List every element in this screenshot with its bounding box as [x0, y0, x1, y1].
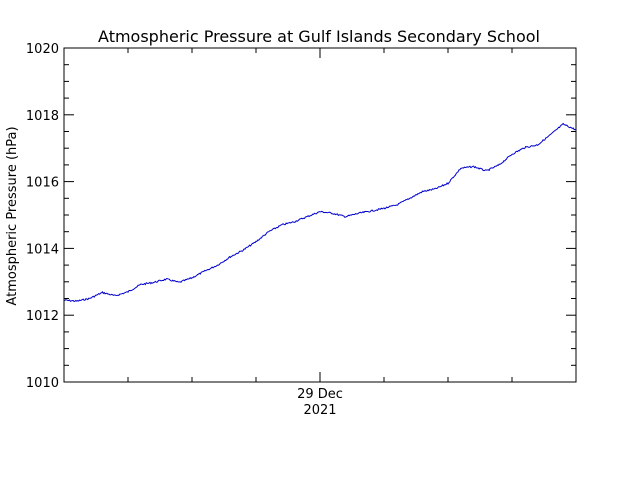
chart-title: Atmospheric Pressure at Gulf Islands Sec… — [98, 27, 540, 46]
y-tick-label: 1014 — [26, 242, 59, 257]
y-tick-label: 1018 — [26, 109, 59, 124]
x-tick-label: 29 Dec — [297, 387, 343, 402]
y-axis-label: Atmospheric Pressure (hPa) — [5, 126, 20, 305]
plot-frame — [63, 47, 577, 383]
x-tick-label: 2021 — [303, 403, 336, 418]
pressure-series-line — [63, 122, 577, 302]
y-tick-label: 1010 — [26, 376, 59, 391]
y-tick-label: 1012 — [26, 309, 59, 324]
y-tick-label: 1020 — [26, 42, 59, 57]
y-tick-label: 1016 — [26, 176, 59, 191]
axis-ticks — [64, 47, 576, 383]
y-tick-labels: 1010 1012 1014 1016 1018 1020 — [26, 42, 59, 391]
